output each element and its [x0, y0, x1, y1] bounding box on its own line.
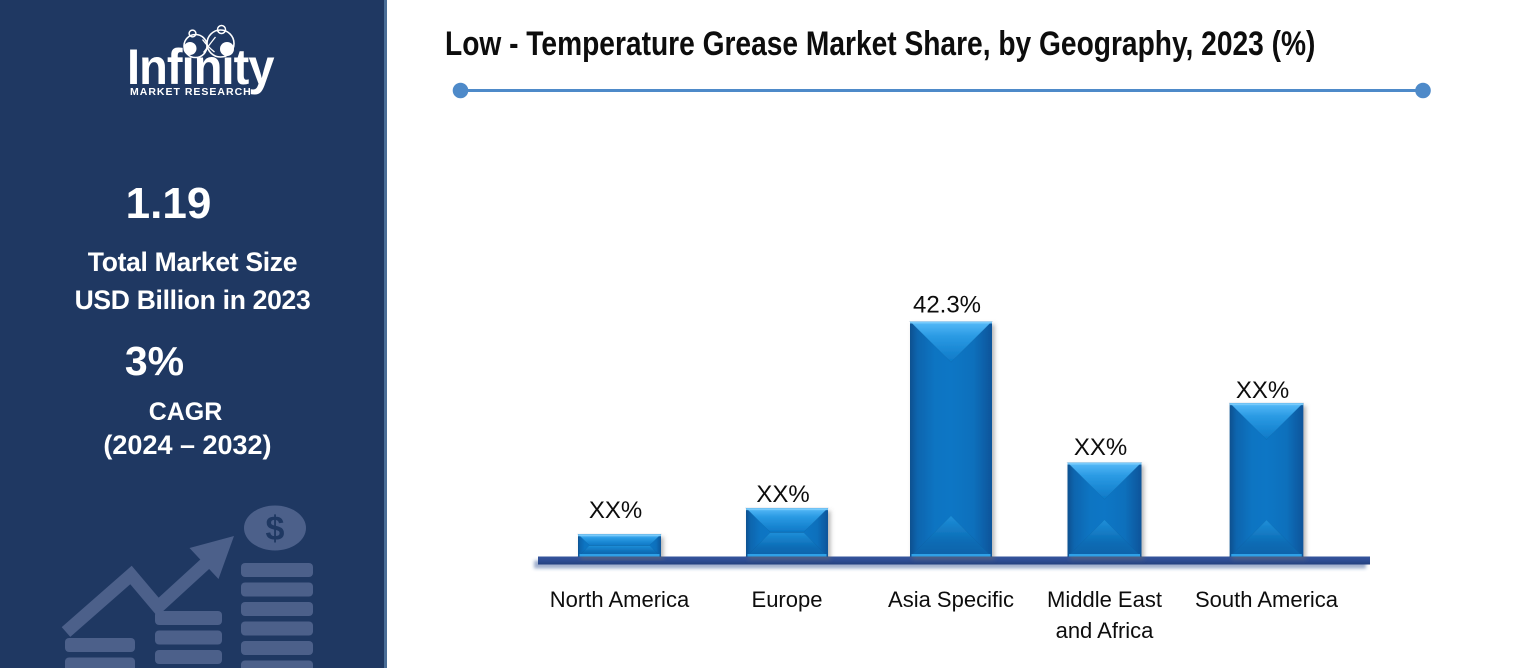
market-size-label-line2: USD Billion in 2023 [74, 285, 311, 315]
infinity-loop-icon [183, 24, 235, 59]
cagr-period: (2024 – 2032) [103, 430, 272, 460]
brand-tagline: MARKET RESEARCH [130, 86, 252, 98]
company-logo: Infinity MARKET RESEARCH [0, 0, 384, 130]
market-size-label-line1: Total Market Size [87, 247, 298, 277]
category-label-north-america: North America [550, 587, 690, 612]
chart-title: Low - Temperature Grease Market Share, b… [445, 25, 1316, 63]
bar-chart: XX% North America XX% Europe 42.3% Asia Speci… [538, 292, 1370, 643]
bar-middle-east-and-africa [1066, 462, 1143, 557]
bar-north-america [577, 533, 662, 557]
category-label-south-america: South America [1195, 587, 1339, 612]
value-label-asia-specific: 42.3% [913, 292, 981, 319]
dollar-icon [244, 505, 306, 551]
x-axis-line [538, 556, 1370, 565]
value-label-middle-east-and-africa: XX% [1074, 434, 1127, 461]
left-head-icon [188, 29, 197, 38]
right-node-icon [220, 42, 234, 56]
left-node-icon [183, 42, 197, 55]
category-label-asia-specific: Asia Specific [888, 587, 1014, 612]
bar-europe [745, 507, 829, 557]
market-size-value: 1.19 [125, 179, 212, 228]
growth-graphic: $ [61, 505, 313, 668]
coin-stack-icon [65, 563, 313, 668]
right-head-icon [216, 24, 227, 35]
value-label-north-america: XX% [589, 497, 642, 524]
brand-name: Infinity [127, 39, 274, 95]
value-label-europe: XX% [756, 481, 809, 508]
cagr-value: 3% [124, 338, 185, 384]
category-label-middle-east-and-africa: Middle East [1047, 587, 1162, 612]
bar-south-america [1228, 402, 1305, 557]
value-label-south-america: XX% [1236, 377, 1289, 404]
growth-arrow-icon [61, 536, 234, 637]
sidebar: Infinity MARKET RESEARCH 1.19 Total Mark… [0, 0, 387, 668]
bar-asia-specific [909, 321, 993, 557]
category-label-middle-east-and-africa-line2: and Africa [1056, 618, 1155, 643]
dollar-symbol: $ [266, 510, 285, 548]
category-label-europe: Europe [752, 587, 823, 612]
market-size-label: Total Market Size USD Billion in 2023 [0, 243, 384, 319]
cagr-label: CAGR [148, 398, 223, 426]
